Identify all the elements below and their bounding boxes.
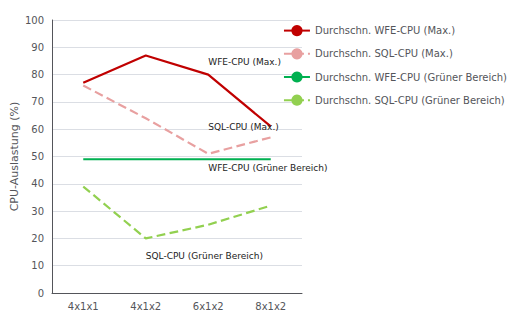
svg-text:SQL-CPU (Max.): SQL-CPU (Max.) [208, 122, 279, 132]
svg-text:50: 50 [31, 151, 44, 162]
svg-text:Durchschn. SQL-CPU (Grüner Ber: Durchschn. SQL-CPU (Grüner Bereich) [315, 95, 505, 106]
svg-text:WFE-CPU (Max.): WFE-CPU (Max.) [208, 57, 281, 67]
svg-text:CPU-Auslastung (%): CPU-Auslastung (%) [8, 102, 21, 212]
svg-text:Durchschn. WFE-CPU (Max.): Durchschn. WFE-CPU (Max.) [315, 25, 455, 36]
svg-text:0: 0 [38, 288, 44, 299]
svg-text:6x1x2: 6x1x2 [193, 301, 224, 312]
svg-text:20: 20 [31, 233, 44, 244]
svg-text:Durchschn. SQL-CPU (Max.): Durchschn. SQL-CPU (Max.) [315, 48, 453, 59]
svg-text:70: 70 [31, 96, 44, 107]
svg-text:90: 90 [31, 42, 44, 53]
svg-text:30: 30 [31, 206, 44, 217]
svg-text:SQL-CPU (Grüner Bereich): SQL-CPU (Grüner Bereich) [146, 251, 263, 261]
svg-text:40: 40 [31, 178, 44, 189]
svg-text:100: 100 [25, 15, 44, 26]
svg-text:Durchschn. WFE-CPU (Grüner Ber: Durchschn. WFE-CPU (Grüner Bereich) [315, 72, 507, 83]
svg-text:8x1x2: 8x1x2 [255, 301, 286, 312]
svg-text:60: 60 [31, 124, 44, 135]
svg-text:4x1x1: 4x1x1 [68, 301, 99, 312]
svg-text:4x1x2: 4x1x2 [130, 301, 161, 312]
svg-text:10: 10 [31, 260, 44, 271]
svg-text:80: 80 [31, 69, 44, 80]
svg-text:WFE-CPU (Grüner Bereich): WFE-CPU (Grüner Bereich) [208, 163, 327, 173]
